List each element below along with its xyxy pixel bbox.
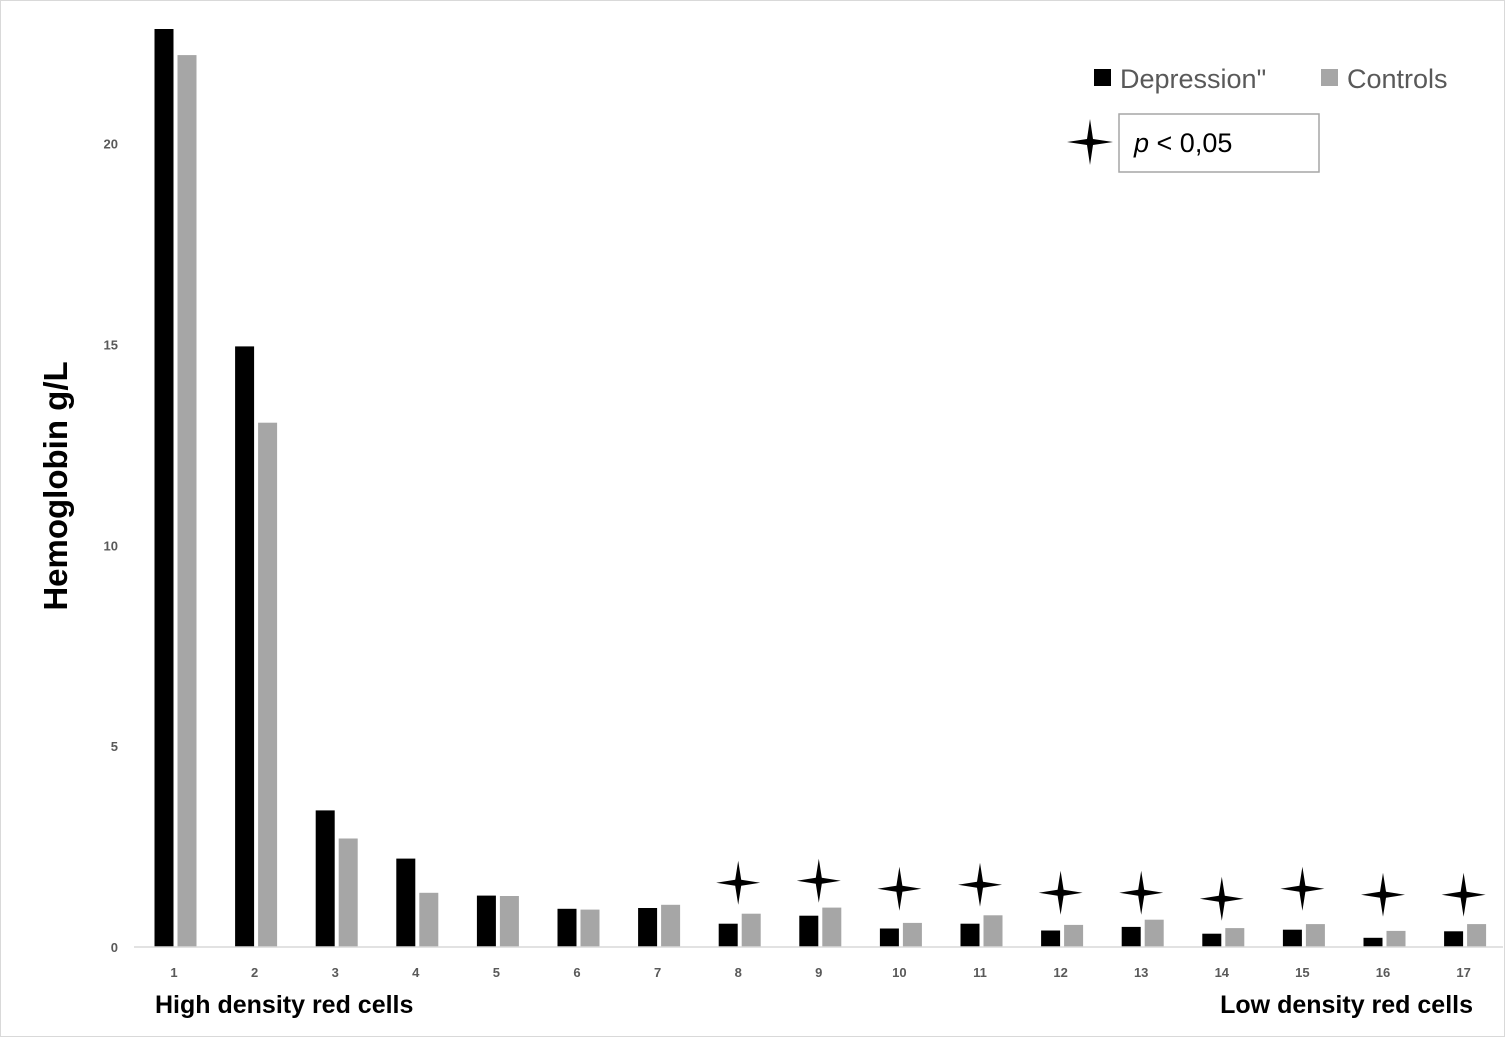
significance-star-icon-9 <box>796 858 841 903</box>
bar-controls-1 <box>177 55 197 948</box>
bar-depression-11 <box>960 923 980 947</box>
x-tick-label-11: 11 <box>973 965 987 980</box>
x-tick-label-4: 4 <box>412 965 420 980</box>
x-label-high-density: High density red cells <box>155 991 413 1019</box>
significance-star-icon-17 <box>1441 872 1486 917</box>
x-tick-label-6: 6 <box>573 965 580 980</box>
bar-controls-9 <box>822 907 842 947</box>
y-tick-label-15: 15 <box>104 337 118 352</box>
x-tick-label-1: 1 <box>170 965 177 980</box>
x-tick-label-14: 14 <box>1215 965 1230 980</box>
y-tick-label-5: 5 <box>111 739 118 754</box>
x-tick-label-9: 9 <box>815 965 822 980</box>
bar-depression-8 <box>718 923 738 947</box>
bar-controls-6 <box>580 909 600 947</box>
x-tick-label-7: 7 <box>654 965 661 980</box>
y-tick-label-20: 20 <box>104 137 118 152</box>
significance-star-icon-14 <box>1199 876 1244 921</box>
x-tick-label-2: 2 <box>251 965 258 980</box>
x-tick-label-13: 13 <box>1134 965 1148 980</box>
significance-star-icon-10 <box>877 866 922 911</box>
bar-depression-5 <box>476 895 496 947</box>
bar-depression-4 <box>396 858 416 947</box>
y-tick-labels: 0 5 10 15 20 <box>104 137 118 956</box>
x-tick-label-12: 12 <box>1053 965 1067 980</box>
bar-controls-8 <box>741 913 761 947</box>
x-tick-label-8: 8 <box>735 965 742 980</box>
bar-depression-12 <box>1041 930 1061 947</box>
bar-controls-4 <box>419 892 439 947</box>
bar-controls-16 <box>1386 930 1406 947</box>
significance-star-icon-11 <box>958 862 1002 907</box>
bar-controls-14 <box>1225 928 1245 947</box>
legend-label-depression: Depression" <box>1120 64 1266 94</box>
x-tick-label-15: 15 <box>1295 965 1309 980</box>
bar-controls-13 <box>1144 919 1164 947</box>
legend-label-controls: Controls <box>1347 64 1448 94</box>
significance-star-icon-8 <box>716 860 761 905</box>
bar-controls-3 <box>338 838 358 947</box>
significance-star-icon-13 <box>1119 870 1164 915</box>
bar-depression-2 <box>235 346 255 947</box>
bar-depression-7 <box>638 908 658 947</box>
x-tick-label-16: 16 <box>1376 965 1390 980</box>
bar-controls-17 <box>1467 924 1487 947</box>
x-tick-label-17: 17 <box>1456 965 1470 980</box>
legend: Depression" Controls <box>1094 64 1448 94</box>
significance-text: p < 0,05 <box>1133 128 1232 158</box>
bar-controls-2 <box>258 422 278 947</box>
significance-star-icon-15 <box>1280 866 1325 911</box>
bar-depression-3 <box>315 810 335 947</box>
bar-controls-15 <box>1305 924 1325 947</box>
bar-depression-16 <box>1363 937 1383 947</box>
significance-star-icon-12 <box>1038 870 1083 915</box>
bar-depression-9 <box>799 915 819 947</box>
bars-layer <box>154 29 1487 948</box>
bar-depression-10 <box>879 928 899 947</box>
significance-markers <box>716 858 1486 921</box>
bar-controls-7 <box>661 904 681 947</box>
x-tick-labels: 1 2 3 4 5 6 7 8 9 10 11 12 13 14 15 16 17 <box>170 965 1470 980</box>
y-axis-label: Hemoglobin g/L <box>37 361 74 610</box>
bar-depression-15 <box>1282 929 1302 947</box>
bar-controls-12 <box>1064 924 1084 947</box>
x-tick-label-10: 10 <box>892 965 906 980</box>
significance-box <box>1118 113 1320 173</box>
y-tick-label-10: 10 <box>104 538 118 553</box>
bar-controls-10 <box>902 922 922 947</box>
bar-controls-5 <box>499 896 519 947</box>
legend-swatch-depression <box>1094 69 1111 86</box>
bar-depression-1 <box>154 29 174 947</box>
bar-controls-11 <box>983 915 1003 947</box>
four-point-star-icon <box>1067 119 1113 165</box>
bar-depression-14 <box>1202 933 1222 947</box>
y-tick-label-0: 0 <box>111 940 118 955</box>
x-tick-label-5: 5 <box>493 965 500 980</box>
significance-legend: p < 0,05 <box>1067 113 1320 173</box>
bar-depression-17 <box>1444 931 1464 947</box>
significance-star-icon-16 <box>1361 872 1405 917</box>
bar-depression-13 <box>1121 926 1141 947</box>
x-tick-label-3: 3 <box>332 965 339 980</box>
x-label-low-density: Low density red cells <box>1220 991 1473 1019</box>
legend-swatch-controls <box>1321 69 1338 86</box>
bar-depression-6 <box>557 908 577 947</box>
